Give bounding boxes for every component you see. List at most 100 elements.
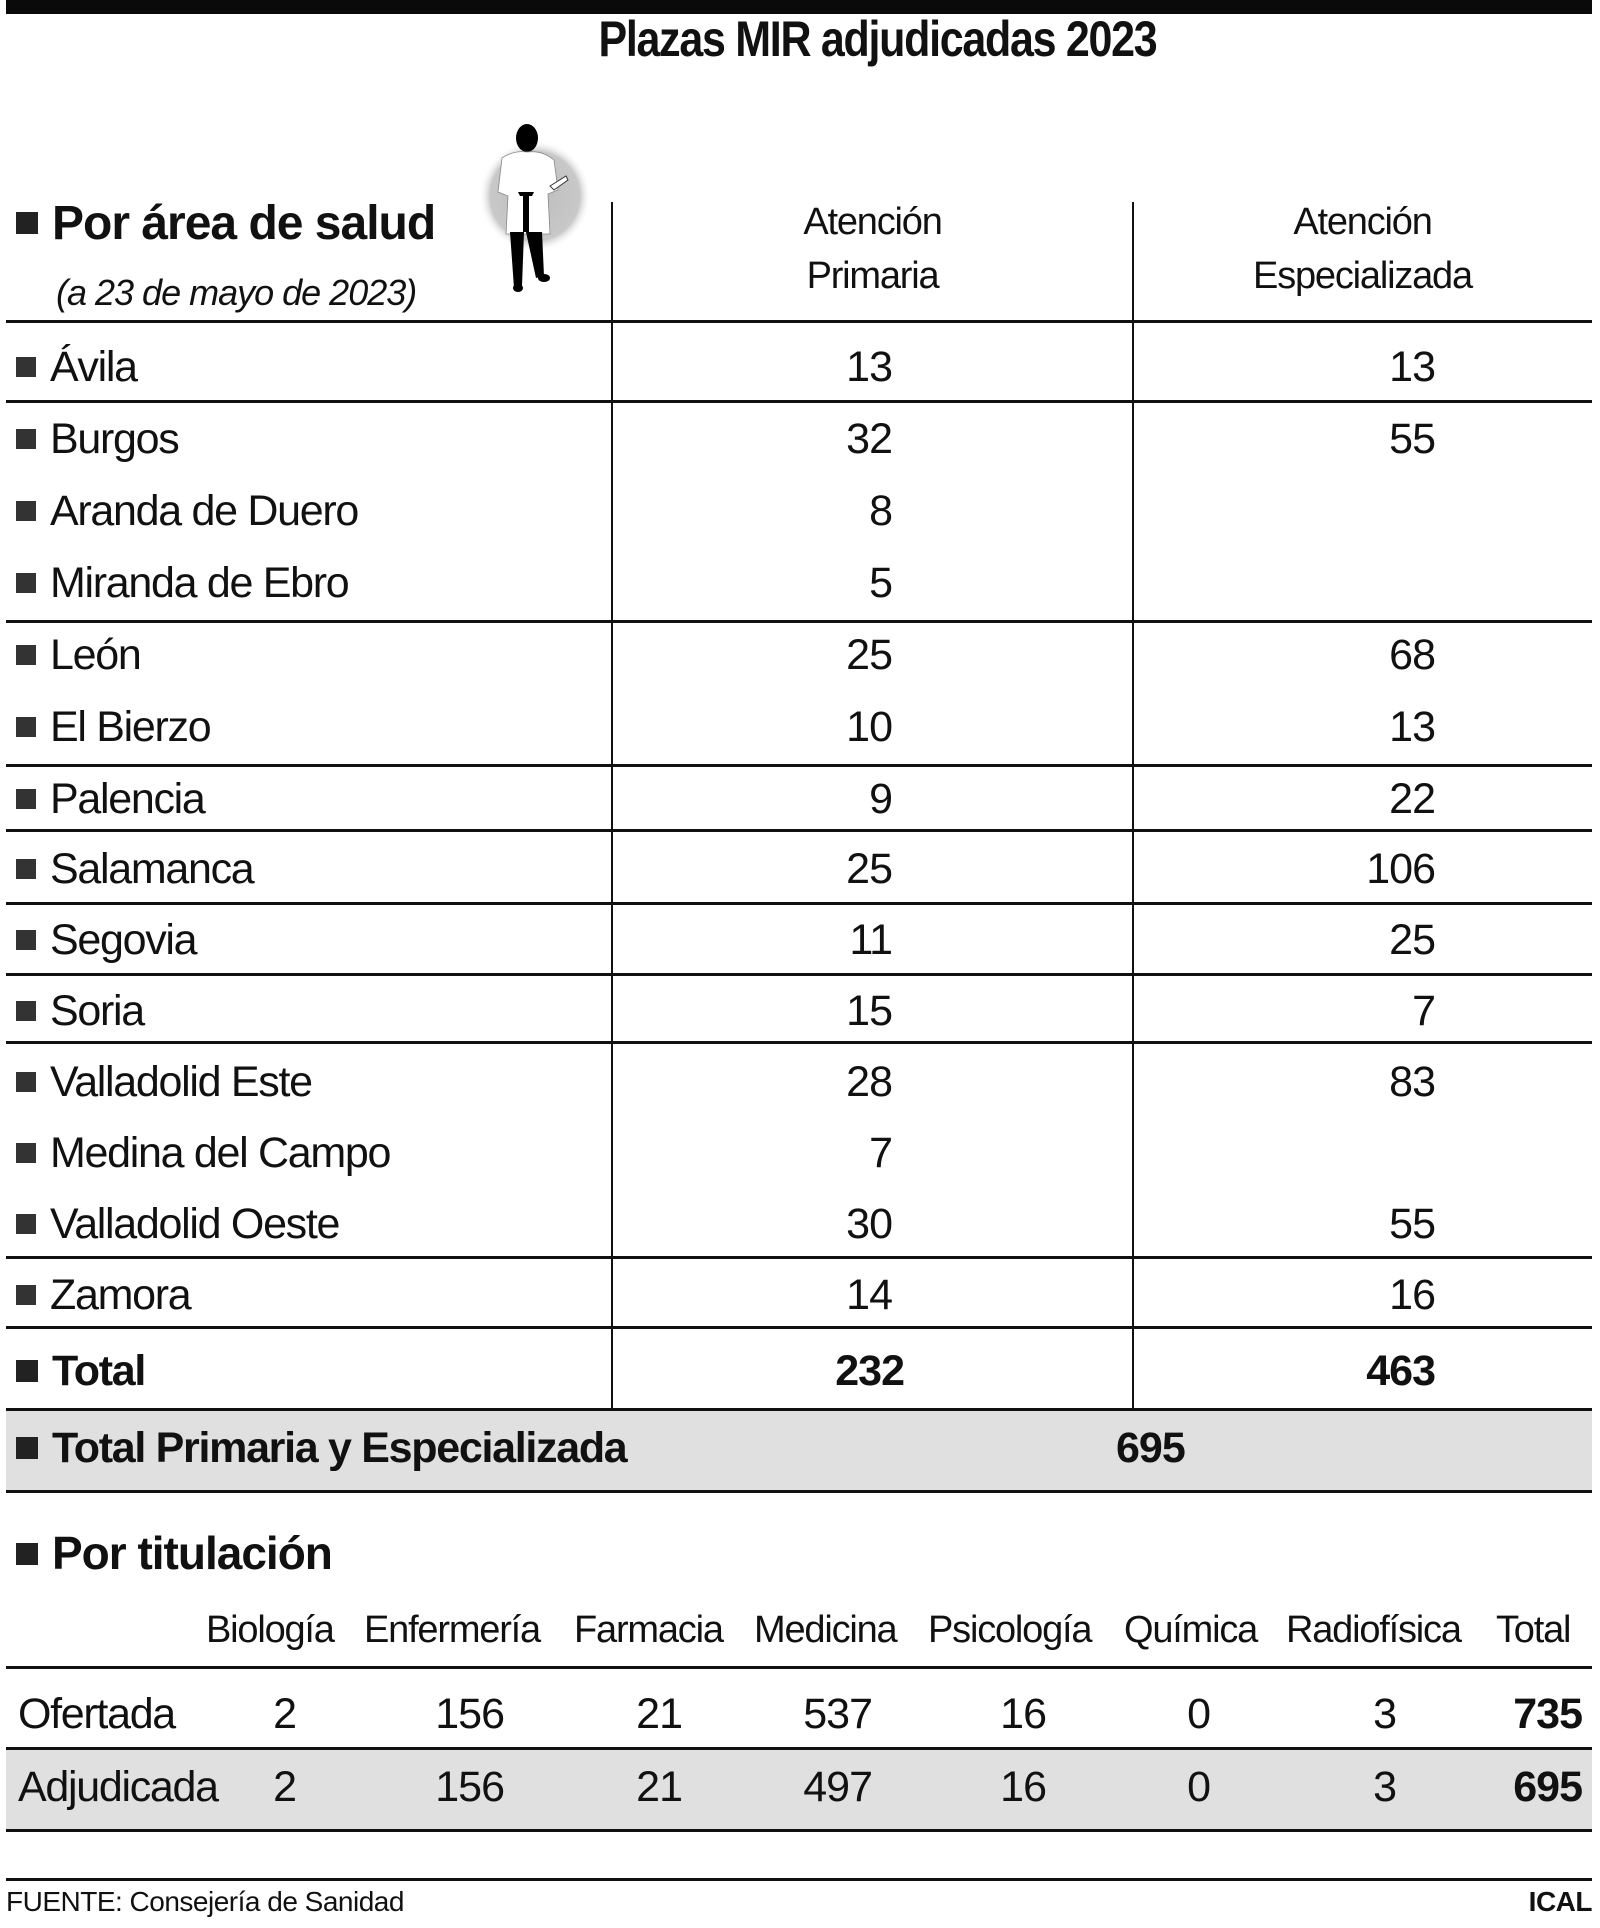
agency-credit: ICAL (1528, 1886, 1593, 1917)
square-bullet-icon (16, 788, 36, 809)
grand-total-rule (6, 1490, 1592, 1493)
value-primaria: 14 (846, 1271, 893, 1319)
table-row: Salamanca 25 106 (6, 833, 1592, 905)
column-header-line: Atención (1293, 201, 1432, 243)
table-row: Burgos 32 55 (6, 403, 1592, 475)
region-name: Medina del Campo (50, 1129, 391, 1177)
square-bullet-icon (16, 1000, 36, 1021)
total-primaria: 232 (835, 1347, 905, 1395)
square-bullet-icon (16, 1213, 36, 1234)
table-row: Aranda de Duero 8 (6, 475, 1592, 547)
row-label: Adjudicada (18, 1763, 219, 1811)
region-name: Ávila (50, 343, 138, 391)
region-name: Aranda de Duero (50, 487, 359, 535)
table-row: Zamora 14 16 (6, 1259, 1592, 1331)
column-header-especializada: Atención Especializada (1133, 195, 1592, 303)
table-row: Segovia 11 25 (6, 904, 1592, 976)
table-row: Soria 15 7 (6, 975, 1592, 1047)
region-name: Segovia (50, 916, 198, 964)
total-especializada: 463 (1366, 1347, 1436, 1395)
square-bullet-icon (16, 1542, 38, 1565)
value-primaria: 28 (846, 1058, 893, 1106)
value-medicina: 497 (803, 1763, 873, 1811)
square-bullet-icon (16, 858, 36, 879)
value-medicina: 537 (803, 1690, 873, 1738)
source-credit: FUENTE: Consejería de Sanidad (6, 1886, 404, 1917)
group-rule (6, 400, 1592, 403)
group-rule (6, 620, 1592, 623)
group-rule (6, 1041, 1592, 1044)
section-heading-label: Por área de salud (52, 197, 436, 250)
value-especializada: 68 (1389, 631, 1436, 679)
header-rule (6, 320, 1592, 323)
value-especializada: 55 (1389, 415, 1436, 463)
region-name: Zamora (50, 1271, 192, 1319)
table-row: León 25 68 (6, 619, 1592, 691)
table-row-ofertada: Ofertada 2 156 21 537 16 0 3 735 (6, 1678, 1592, 1750)
value-farmacia: 21 (636, 1763, 683, 1811)
group-rule (6, 1326, 1592, 1329)
region-name: Burgos (50, 415, 180, 463)
value-especializada: 22 (1389, 775, 1436, 823)
value-primaria: 8 (869, 487, 893, 535)
column-header-medicina: Medicina (754, 1609, 898, 1651)
region-name: Salamanca (50, 845, 255, 893)
square-bullet-icon (16, 716, 36, 737)
value-especializada: 13 (1389, 343, 1436, 391)
table-row: Valladolid Oeste 30 55 (6, 1188, 1592, 1260)
region-name: Palencia (50, 775, 206, 823)
table-row: Valladolid Este 28 83 (6, 1046, 1592, 1118)
value-radiofisica: 3 (1373, 1763, 1397, 1811)
section-heading-label: Por titulación (52, 1527, 333, 1579)
region-name: León (50, 631, 142, 679)
square-bullet-icon (16, 212, 38, 235)
value-primaria: 32 (846, 415, 893, 463)
column-header-quimica: Química (1124, 1609, 1258, 1651)
square-bullet-icon (16, 1359, 38, 1382)
square-bullet-icon (16, 428, 36, 449)
titulacion-header-rule (6, 1666, 1592, 1669)
group-rule (6, 973, 1592, 976)
titulacion-bottom-rule (6, 1829, 1592, 1832)
column-header-line: Atención (803, 201, 942, 243)
column-divider (1132, 202, 1134, 1408)
value-primaria: 30 (846, 1200, 893, 1248)
value-primaria: 25 (846, 845, 893, 893)
region-name: Soria (50, 987, 145, 1035)
square-bullet-icon (16, 1436, 38, 1459)
square-bullet-icon (16, 500, 36, 521)
value-especializada: 13 (1389, 703, 1436, 751)
value-especializada: 25 (1389, 916, 1436, 964)
group-rule (6, 829, 1592, 832)
value-primaria: 9 (869, 775, 893, 823)
value-quimica: 0 (1187, 1763, 1211, 1811)
table-row: Ávila 13 13 (6, 331, 1592, 403)
top-rule (6, 0, 1592, 14)
column-divider (611, 202, 613, 1408)
column-header-line: Especializada (1253, 255, 1473, 297)
column-header-biologia: Biología (206, 1609, 335, 1651)
page-title: Plazas MIR adjudicadas 2023 (598, 11, 1157, 67)
value-especializada: 7 (1412, 987, 1436, 1035)
column-header-farmacia: Farmacia (574, 1609, 724, 1651)
table-row: El Bierzo 10 13 (6, 691, 1592, 763)
total-label: Total (52, 1347, 146, 1395)
column-header-total: Total (1496, 1609, 1571, 1651)
square-bullet-icon (16, 1284, 36, 1305)
value-especializada: 16 (1389, 1271, 1436, 1319)
value-radiofisica: 3 (1373, 1690, 1397, 1738)
row-rule (6, 1747, 1592, 1750)
row-label: Ofertada (18, 1690, 176, 1738)
column-header-line: Primaria (806, 255, 940, 297)
square-bullet-icon (16, 356, 36, 377)
column-header-psicologia: Psicología (928, 1609, 1093, 1651)
column-header-primaria: Atención Primaria (612, 195, 1133, 303)
table-row: Miranda de Ebro 5 (6, 547, 1592, 619)
square-bullet-icon (16, 929, 36, 950)
square-bullet-icon (16, 1071, 36, 1092)
value-enfermeria: 156 (435, 1690, 505, 1738)
region-name: Miranda de Ebro (50, 559, 350, 607)
grand-total-value: 695 (1116, 1424, 1186, 1472)
footer-rule (6, 1878, 1592, 1881)
total-rule (6, 1408, 1592, 1412)
